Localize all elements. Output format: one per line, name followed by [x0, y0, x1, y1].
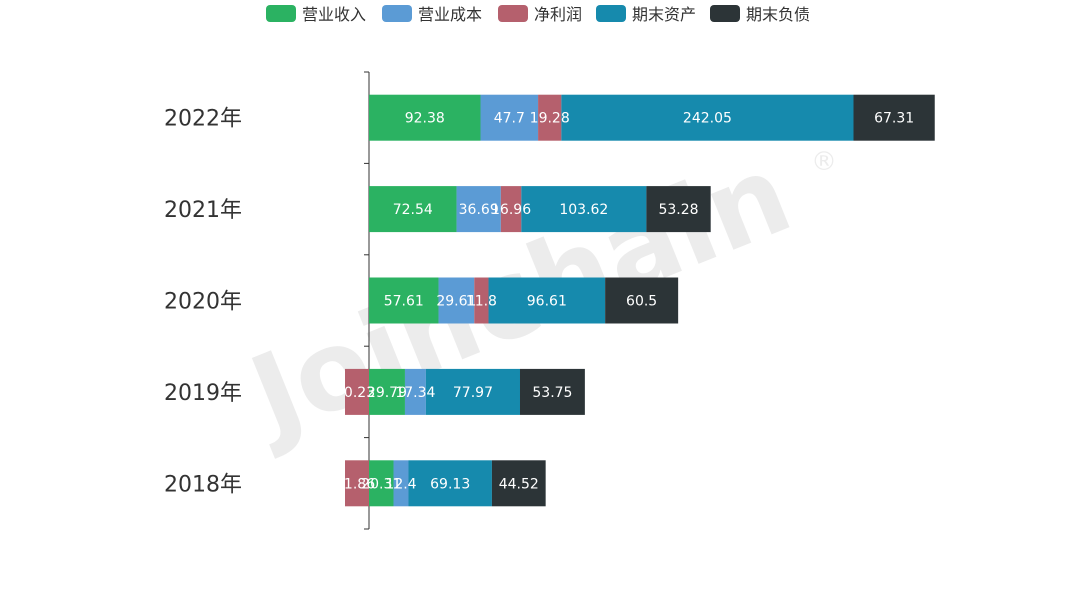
bar-segment: [369, 460, 394, 507]
legend-label: 营业收入: [302, 5, 366, 24]
bar-segment: [408, 460, 492, 507]
bar-segment: [369, 186, 457, 233]
bar-value-label: 16.96: [491, 202, 531, 218]
bar-value-label: -0.23: [339, 385, 375, 401]
bar-segment: [480, 94, 539, 141]
bar-segment: [538, 94, 562, 141]
bar-segment: [369, 277, 439, 324]
bar-segment: [646, 186, 711, 233]
legend-swatch: [596, 5, 626, 22]
legend-item-4[interactable]: 期末负债: [710, 5, 810, 24]
legend-item-2[interactable]: 净利润: [498, 5, 582, 24]
legend-label: 营业成本: [418, 5, 482, 24]
bar-segment: [345, 368, 369, 415]
legend-swatch: [498, 5, 528, 22]
bar-value-label: 60.5: [626, 294, 657, 310]
bar-value-label: 11.8: [466, 294, 497, 310]
bar-segment: [605, 277, 679, 324]
bar-value-label: 77.97: [453, 385, 493, 401]
bar-value-label: 36.69: [459, 202, 499, 218]
category-label: 2020年: [164, 290, 242, 315]
bar-value-label: 12.4: [385, 476, 416, 492]
legend-swatch: [710, 5, 740, 22]
category-label: 2021年: [164, 198, 242, 223]
bar-value-label: 17.34: [395, 385, 435, 401]
bar-value-label: 242.05: [683, 111, 732, 127]
bar-value-label: 53.75: [532, 385, 572, 401]
bar-segment: [488, 277, 606, 324]
category-label: 2019年: [164, 381, 242, 406]
watermark-registered-mark: ®: [811, 147, 837, 177]
bar-value-label: 29.79: [367, 385, 407, 401]
bar-labels: 92.38 47.7 19.28 242.05 67.31 72.54 36.6916.96…: [339, 111, 914, 493]
bar-value-label: 67.31: [874, 111, 914, 127]
bar-segment: [404, 368, 426, 415]
legend-item-1[interactable]: 营业成本: [382, 5, 482, 24]
bar-value-label: 29.61: [436, 294, 476, 310]
bar-segment: [853, 94, 935, 141]
bar-segment: [425, 368, 520, 415]
legend-item-0[interactable]: 营业收入: [266, 5, 366, 24]
legend-label: 期末负债: [746, 5, 810, 24]
bar-value-label: 47.7: [494, 111, 525, 127]
bar-value-label: 92.38: [405, 111, 445, 127]
legend[interactable]: 营业收入 营业成本 净利润 期末资产 期末负债: [266, 5, 810, 24]
bar-segment: [500, 186, 522, 233]
bar-value-label: 53.28: [658, 202, 698, 218]
category-label: 2018年: [164, 472, 242, 497]
legend-label: 期末资产: [632, 5, 696, 24]
bar-segment: [491, 460, 546, 507]
bar-segment: [456, 186, 501, 233]
bars: [345, 94, 935, 507]
bar-segment: [519, 368, 585, 415]
bar-value-label: 57.61: [384, 294, 424, 310]
bar-segment: [521, 186, 647, 233]
category-axis: 2022年 2021年 2020年 2019年 2018年: [164, 71, 370, 530]
bar-segment: [393, 460, 409, 507]
bar-value-label: 103.62: [559, 202, 608, 218]
bar-value-label: 44.52: [499, 476, 539, 492]
legend-swatch: [382, 5, 412, 22]
bar-segment: [474, 277, 489, 324]
bar-segment: [369, 94, 481, 141]
bar-segment: [438, 277, 475, 324]
bar-value-label: 96.61: [527, 294, 567, 310]
bar-value-label: 69.13: [430, 476, 470, 492]
bar-segment: [345, 460, 369, 507]
bar-value-label: 19.28: [530, 111, 570, 127]
legend-item-3[interactable]: 期末资产: [596, 5, 696, 24]
bar-value-label: 20.31: [361, 476, 401, 492]
bar-value-label: 72.54: [393, 202, 433, 218]
bar-value-label: -1.86: [339, 476, 375, 492]
category-label: 2022年: [164, 107, 242, 132]
legend-label: 净利润: [534, 5, 582, 24]
bar-segment: [561, 94, 854, 141]
bar-segment: [369, 368, 405, 415]
legend-swatch: [266, 5, 296, 22]
